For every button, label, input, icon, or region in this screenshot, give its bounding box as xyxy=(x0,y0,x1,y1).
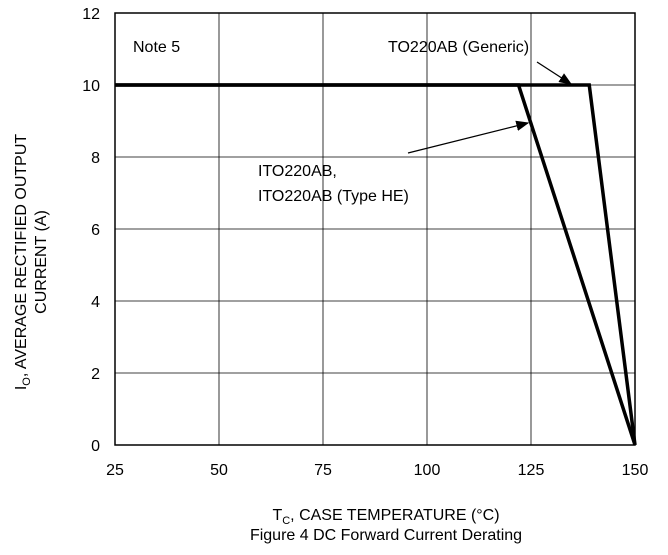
grid-lines xyxy=(114,12,636,446)
x-tick-label: 150 xyxy=(622,462,649,479)
tick-labels: 25 50 75 100 125 150 0 2 4 6 8 10 12 xyxy=(82,6,648,479)
series-label-ito-line1: ITO220AB, xyxy=(258,163,337,180)
y-tick-label: 10 xyxy=(82,78,100,95)
y-tick-label: 2 xyxy=(91,366,100,383)
y-axis-label-line2: CURRENT (A) xyxy=(33,210,50,314)
y-tick-label: 0 xyxy=(91,438,100,455)
note-label: Note 5 xyxy=(133,39,180,56)
y-tick-label: 12 xyxy=(82,6,100,23)
y-axis-label-line1: IO, AVERAGE RECTIFIED OUTPUT xyxy=(13,134,33,391)
series-label-generic: TO220AB (Generic) xyxy=(388,39,529,56)
y-tick-label: 6 xyxy=(91,222,100,239)
y-tick-label: 4 xyxy=(91,294,100,311)
series-label-ito-line2: ITO220AB (Type HE) xyxy=(258,188,409,205)
x-tick-label: 125 xyxy=(518,462,545,479)
x-tick-label: 50 xyxy=(210,462,228,479)
y-tick-label: 8 xyxy=(91,150,100,167)
series-line-ito xyxy=(115,83,637,446)
x-tick-label: 25 xyxy=(106,462,124,479)
chart-title: Figure 4 DC Forward Current Derating xyxy=(250,527,522,544)
x-tick-label: 75 xyxy=(314,462,332,479)
series-layer xyxy=(115,83,637,446)
x-tick-label: 100 xyxy=(414,462,441,479)
series-line-generic xyxy=(115,83,637,446)
plot-frame xyxy=(114,12,636,446)
arrow-ito xyxy=(407,120,530,154)
x-axis-label: TC, CASE TEMPERATURE (°C) xyxy=(272,507,499,527)
arrow-generic xyxy=(536,61,573,85)
